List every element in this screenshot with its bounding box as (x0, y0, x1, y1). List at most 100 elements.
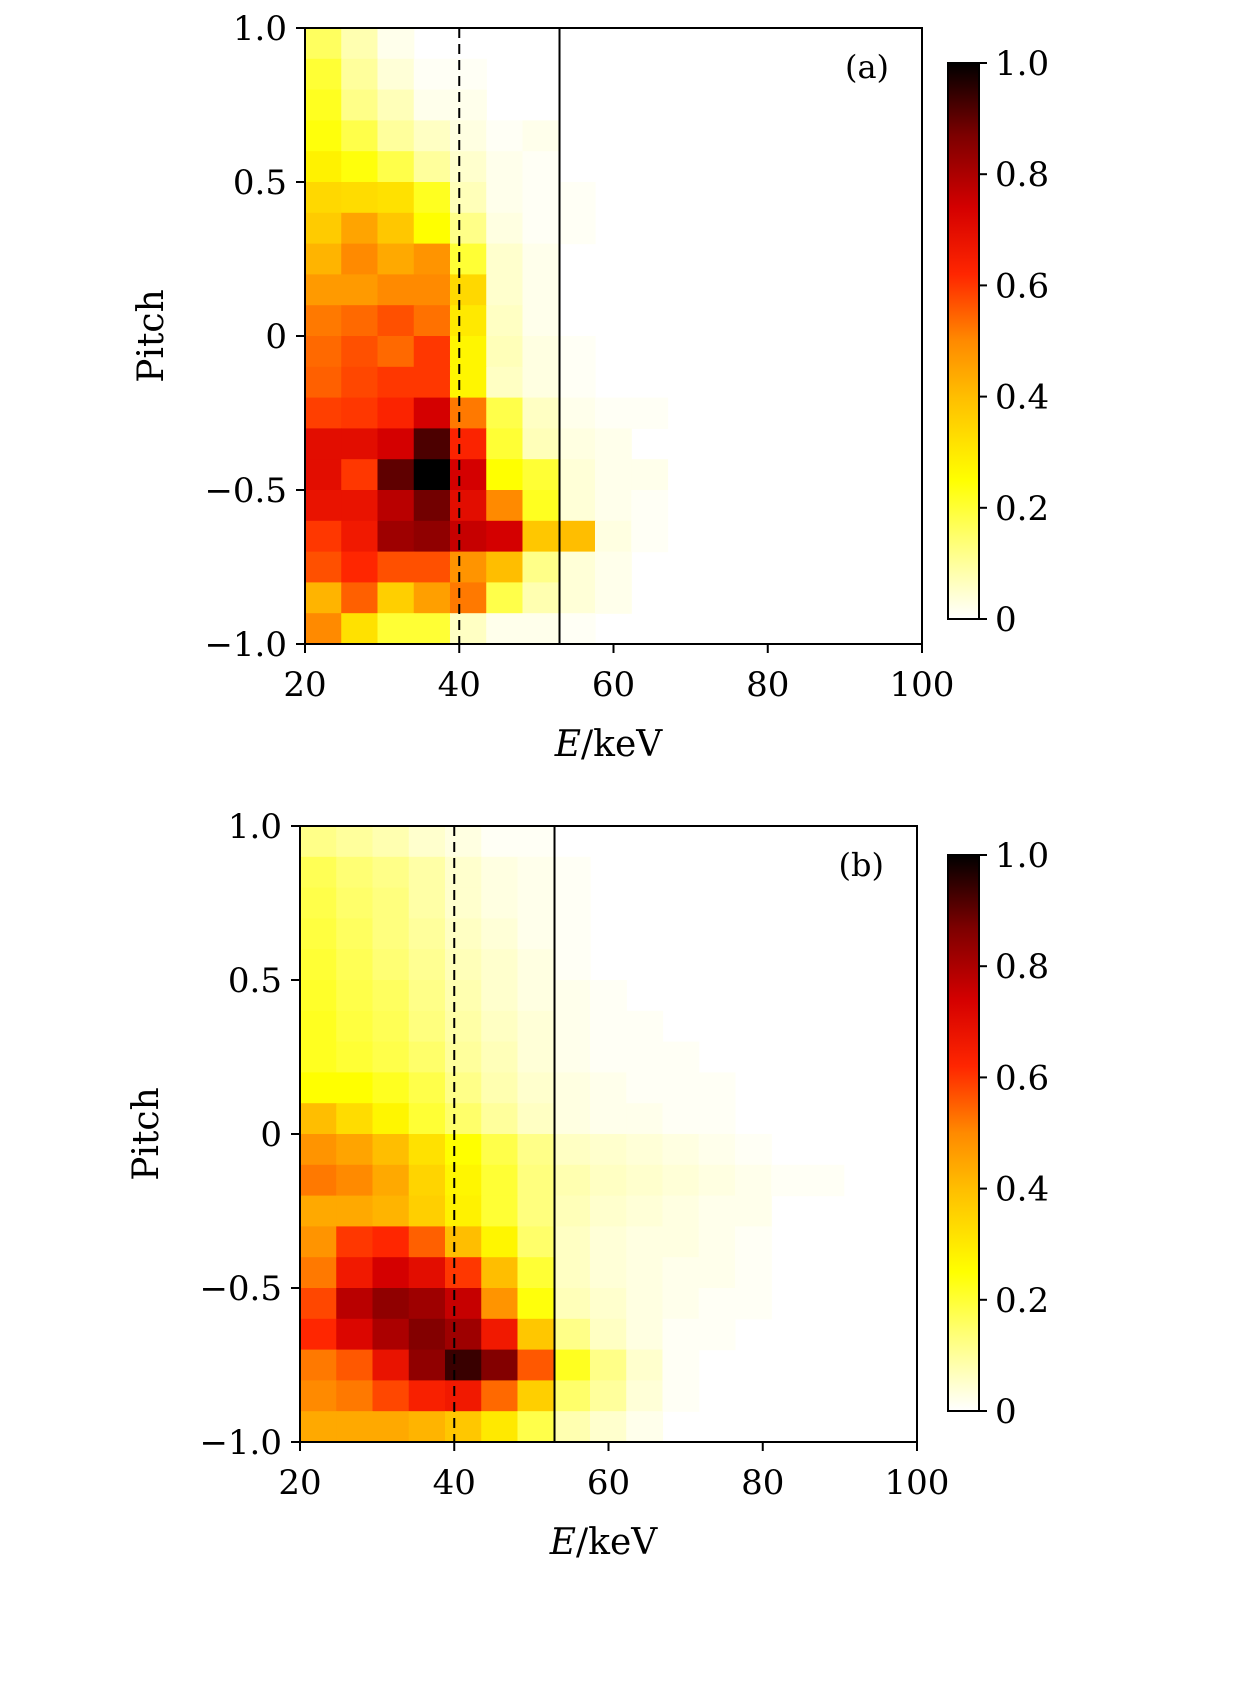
heatmap-cell (305, 120, 342, 152)
heatmap-cell (341, 89, 379, 121)
heatmap-cell (449, 428, 487, 460)
heatmap-cell (341, 182, 379, 214)
heatmap-cell (594, 582, 632, 614)
heatmap-cell (300, 887, 337, 919)
heatmap-cell (522, 336, 560, 368)
heatmap-cell (698, 1164, 736, 1197)
heatmap-cell (517, 1349, 555, 1381)
heatmap-cell (372, 1226, 410, 1258)
heatmap-cell (449, 397, 487, 429)
heatmap-cell (444, 1257, 482, 1289)
heatmap-cell (305, 428, 342, 460)
heatmap-cell (517, 949, 555, 981)
heatmap-cell (662, 1288, 700, 1320)
panel-a: 20 40 60 80 100 1.0 0.5 0 −0.5 −1.0 E/keV Pitch (a) 1… (131, 9, 1049, 765)
heatmap-cell (449, 89, 487, 121)
heatmap-cell (377, 582, 415, 614)
heatmap-cell (522, 274, 560, 306)
heatmap-cell (300, 1134, 337, 1166)
heatmap-cell (662, 1226, 700, 1258)
heatmap-cell (372, 1411, 410, 1443)
colorbar-tick-label: 0.4 (995, 378, 1049, 418)
heatmap-cell (553, 1349, 591, 1381)
heatmap-cell (372, 1072, 410, 1104)
heatmap-cell (413, 305, 451, 337)
heatmap-cell (305, 520, 342, 553)
heatmap-cell (626, 1380, 664, 1412)
heatmap-cell (807, 1164, 845, 1197)
colorbar-tick-label: 0.2 (995, 1281, 1049, 1321)
heatmap-cell (517, 918, 555, 950)
heatmap-cell (481, 1318, 519, 1351)
heatmap-cell (336, 980, 374, 1012)
heatmap-cell (408, 1318, 446, 1351)
heatmap-cell (300, 1349, 337, 1381)
heatmap-cell (300, 856, 337, 889)
heatmap-cell (341, 120, 379, 152)
heatmap-cell (408, 1010, 446, 1043)
heatmap-cell (558, 182, 596, 214)
heatmap-cell (662, 1380, 700, 1412)
heatmap-cell (553, 887, 591, 919)
heatmap-cell (300, 1041, 337, 1073)
heatmap-cell (336, 1164, 374, 1197)
heatmap-cell (481, 1134, 519, 1166)
heatmap-cell (486, 120, 524, 152)
heatmap-cell (558, 428, 596, 460)
heatmap-cell (305, 243, 342, 275)
heatmap-cell (413, 613, 451, 645)
heatmap-cell (449, 582, 487, 614)
heatmap-cell (626, 1195, 664, 1227)
heatmap-cell (413, 582, 451, 614)
heatmap-cell (481, 1288, 519, 1320)
heatmap-cell (734, 1195, 772, 1227)
heatmap-cell (377, 151, 415, 183)
heatmap-cell (444, 1226, 482, 1258)
heatmap-cell (626, 1226, 664, 1258)
heatmap-cell (481, 1010, 519, 1043)
heatmap-cell (444, 856, 482, 889)
heatmap-cell (408, 1288, 446, 1320)
heatmap-cell (408, 1226, 446, 1258)
heatmap-cell (444, 1318, 482, 1351)
heatmap-cell (771, 1164, 809, 1197)
heatmap-cell (413, 89, 451, 121)
heatmap-cell (300, 980, 337, 1012)
heatmap-cell (553, 1041, 591, 1073)
heatmap-cell (662, 1134, 700, 1166)
heatmap-cell (553, 1411, 591, 1443)
heatmap-cell (522, 551, 560, 583)
heatmap-cell (553, 1010, 591, 1043)
heatmap-cell (553, 856, 591, 889)
heatmap-cell (341, 397, 379, 429)
heatmap-cell (372, 1257, 410, 1289)
heatmap-cell (444, 1411, 482, 1443)
heatmap-cell (626, 1072, 664, 1104)
heatmap-cell (341, 613, 379, 645)
heatmap-cell (486, 243, 524, 275)
heatmap-cell (372, 1134, 410, 1166)
heatmap-cell (558, 613, 596, 645)
heatmap-cell (522, 212, 560, 245)
heatmap-cell (698, 1103, 736, 1135)
heatmap-cell (444, 1134, 482, 1166)
heatmap-cell (336, 1072, 374, 1104)
x-tick-label: 40 (433, 1463, 476, 1503)
heatmap-cell (449, 613, 487, 645)
heatmap-cell (486, 582, 524, 614)
heatmap-cell (449, 459, 487, 491)
heatmap-cell (300, 1380, 337, 1412)
heatmap-cell (734, 1257, 772, 1289)
heatmap-cell (662, 1349, 700, 1381)
heatmap-cell (444, 1164, 482, 1197)
heatmap-cell (300, 1288, 337, 1320)
heatmap-cell (481, 1257, 519, 1289)
heatmap-cell (486, 490, 524, 522)
heatmap-cell (449, 274, 487, 306)
heatmap-cell (698, 1288, 736, 1320)
heatmap-cell (305, 490, 342, 522)
heatmap-cell (341, 428, 379, 460)
heatmap-cell (594, 551, 632, 583)
heatmap-cell (481, 1380, 519, 1412)
